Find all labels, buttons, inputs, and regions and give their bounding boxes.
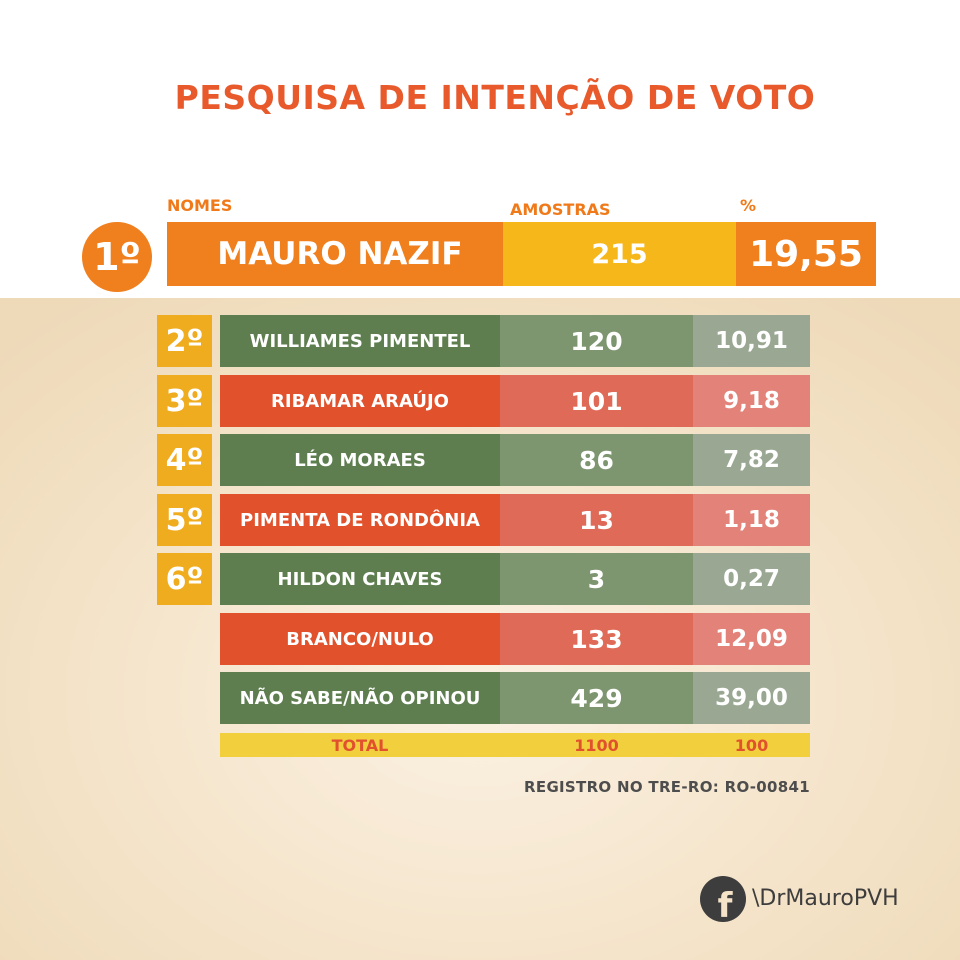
- table-row: PIMENTA DE RONDÔNIA 13 1,18: [220, 494, 810, 546]
- rank-badge: 6º: [157, 553, 212, 605]
- rank-badge: 4º: [157, 434, 212, 486]
- header-percent: %: [740, 196, 757, 215]
- table-row: RIBAMAR ARAÚJO 101 9,18: [220, 375, 810, 427]
- table-row: NÃO SABE/NÃO OPINOU 429 39,00: [220, 672, 810, 724]
- candidate-samples: 3: [500, 553, 693, 605]
- total-percent: 100: [734, 735, 769, 755]
- header-samples: AMOSTRAS: [510, 200, 611, 219]
- first-candidate-name: MAURO NAZIF: [167, 222, 503, 286]
- candidate-name: PIMENTA DE RONDÔNIA: [220, 494, 500, 546]
- first-candidate-samples: 215: [503, 222, 736, 286]
- candidate-samples: 13: [500, 494, 693, 546]
- candidate-percent: 1,18: [693, 494, 810, 546]
- candidate-name: RIBAMAR ARAÚJO: [220, 375, 500, 427]
- table-row: WILLIAMES PIMENTEL 120 10,91: [220, 315, 810, 367]
- rank-badge: 2º: [157, 315, 212, 367]
- table-row: BRANCO/NULO 133 12,09: [220, 613, 810, 665]
- facebook-glyph: f: [717, 886, 733, 922]
- header-names: NOMES: [167, 196, 233, 215]
- candidate-samples: 429: [500, 672, 693, 724]
- candidate-name: NÃO SABE/NÃO OPINOU: [220, 672, 500, 724]
- registration-text: REGISTRO NO TRE-RO: RO-00841: [524, 778, 810, 796]
- table-row: HILDON CHAVES 3 0,27: [220, 553, 810, 605]
- candidate-name: BRANCO/NULO: [220, 613, 500, 665]
- candidate-percent: 39,00: [693, 672, 810, 724]
- candidate-percent: 12,09: [693, 613, 810, 665]
- candidate-percent: 10,91: [693, 315, 810, 367]
- candidate-name: WILLIAMES PIMENTEL: [220, 315, 500, 367]
- candidate-samples: 101: [500, 375, 693, 427]
- candidate-percent: 0,27: [693, 553, 810, 605]
- candidate-samples: 133: [500, 613, 693, 665]
- page-title: PESQUISA DE INTENÇÃO DE VOTO: [174, 78, 816, 117]
- candidate-samples: 120: [500, 315, 693, 367]
- facebook-icon: f: [700, 876, 746, 922]
- first-rank-badge: 1º: [82, 222, 152, 292]
- total-label: TOTAL: [331, 735, 389, 755]
- rank-badge: 3º: [157, 375, 212, 427]
- candidate-samples: 86: [500, 434, 693, 486]
- candidate-name: HILDON CHAVES: [220, 553, 500, 605]
- table-row: LÉO MORAES 86 7,82: [220, 434, 810, 486]
- candidate-percent: 9,18: [693, 375, 810, 427]
- candidate-percent: 7,82: [693, 434, 810, 486]
- total-samples: 1100: [574, 735, 619, 755]
- facebook-handle: \DrMauroPVH: [752, 886, 899, 911]
- candidate-name: LÉO MORAES: [220, 434, 500, 486]
- first-candidate-percent: 19,55: [736, 222, 876, 286]
- total-row: TOTAL 1100 100: [220, 733, 810, 757]
- rank-badge: 5º: [157, 494, 212, 546]
